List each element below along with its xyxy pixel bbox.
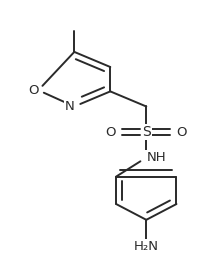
Text: S: S [142, 125, 151, 139]
Text: NH: NH [146, 151, 166, 164]
Text: N: N [65, 100, 74, 113]
Text: H₂N: H₂N [134, 240, 159, 254]
Text: O: O [176, 126, 187, 138]
Text: O: O [106, 126, 116, 138]
Text: O: O [28, 84, 38, 97]
